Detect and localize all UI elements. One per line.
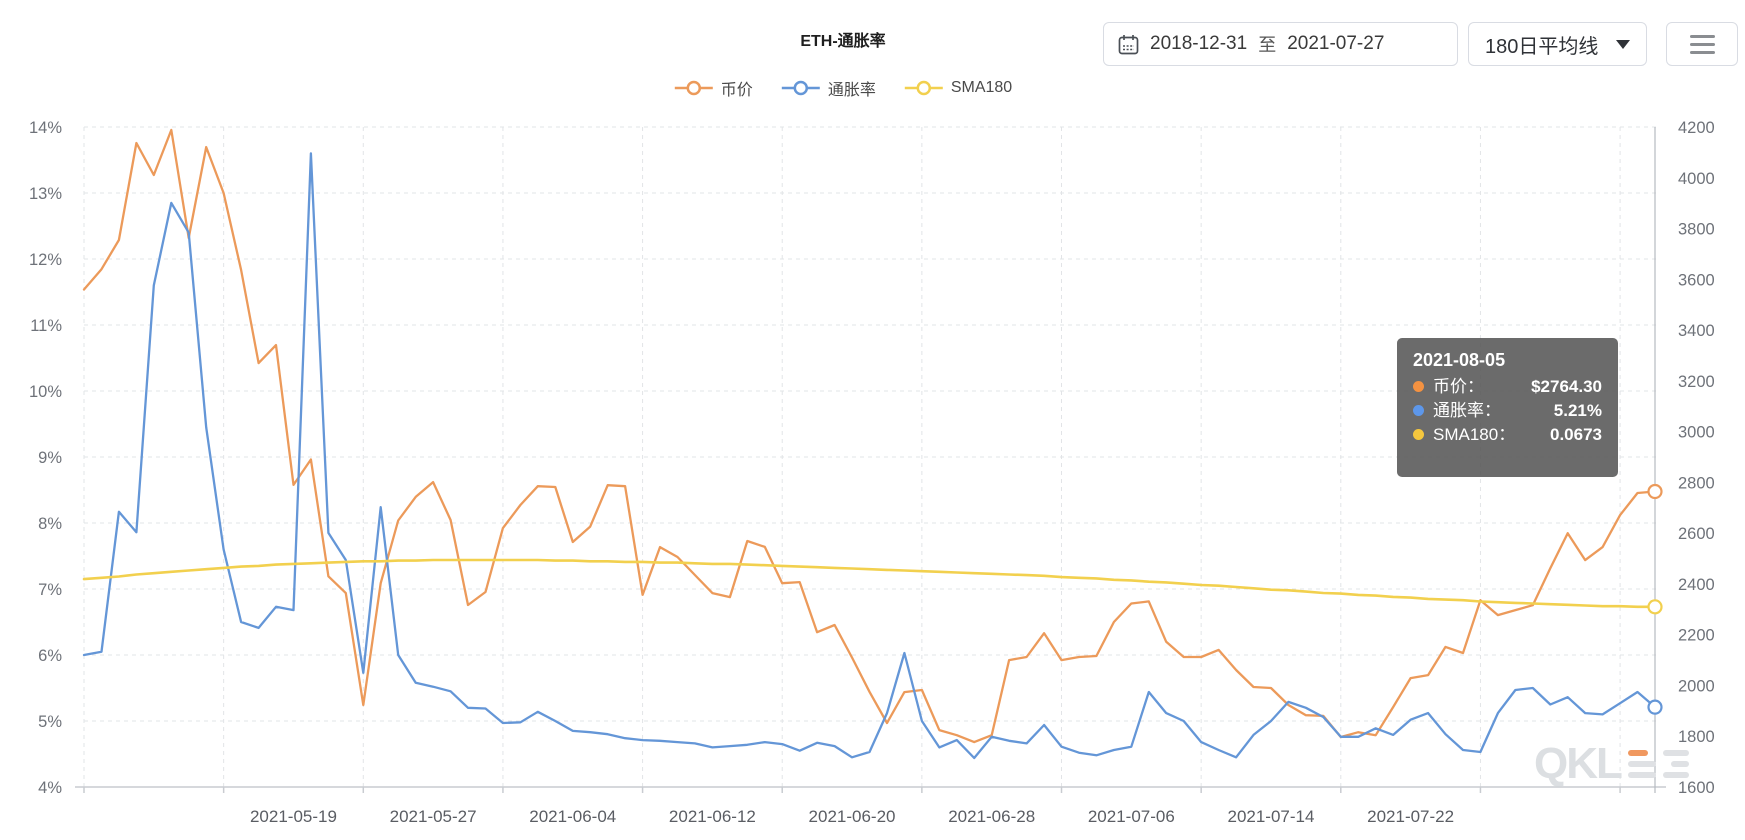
x-axis-label: 2021-07-06 — [1088, 807, 1175, 826]
ma-line-select-value: 180日平均线 — [1485, 35, 1599, 58]
x-axis-label: 2021-06-20 — [809, 807, 896, 826]
legend-item-0[interactable]: 币价 — [674, 76, 753, 100]
legend-label: SMA180 — [950, 79, 1013, 96]
y-axis-left-label: 6% — [38, 647, 62, 665]
y-axis-left-label: 14% — [29, 119, 62, 137]
hamburger-icon — [1689, 34, 1715, 54]
y-axis-right-label: 3200 — [1678, 373, 1715, 391]
y-axis-left-label: 4% — [38, 779, 62, 797]
y-axis-left-label: 11% — [30, 317, 62, 335]
y-axis-right-label: 3400 — [1678, 322, 1715, 340]
hover-marker-0 — [1647, 483, 1663, 500]
x-axis-label: 2021-05-27 — [390, 807, 477, 826]
y-axis-right-label: 1600 — [1678, 779, 1715, 797]
y-axis-left-label: 5% — [38, 713, 62, 731]
x-axis-label: 2021-05-19 — [250, 807, 337, 826]
y-axis-right-label: 1800 — [1678, 728, 1715, 746]
start-date-field[interactable]: 2018-12-31 — [1150, 33, 1248, 54]
ma-line-select[interactable]: 180日平均线 — [1468, 22, 1647, 66]
y-axis-right-label: 4200 — [1678, 119, 1715, 137]
chart-legend: 币价 通胀率 SMA180 — [674, 76, 1012, 100]
y-axis-right-label: 2000 — [1678, 677, 1715, 695]
watermark-text: QKL — [1534, 739, 1623, 788]
qkl123-watermark-logo: QKL — [1534, 742, 1689, 786]
y-axis-left-label: 12% — [29, 251, 62, 269]
y-axis-right-label: 3000 — [1678, 424, 1715, 442]
end-date-field[interactable]: 2021-07-27 — [1287, 33, 1385, 54]
legend-marker-icon — [904, 80, 943, 96]
legend-marker-icon — [674, 80, 713, 96]
series-line-2 — [82, 558, 1657, 609]
series-line-0 — [82, 128, 1657, 744]
x-axis-label: 2021-07-14 — [1227, 807, 1314, 826]
x-axis-label: 2021-06-04 — [529, 807, 616, 826]
y-axis-right-label: 2800 — [1678, 474, 1715, 492]
hover-marker-1 — [1647, 699, 1663, 715]
y-axis-right-label: 2200 — [1678, 627, 1715, 645]
y-axis-left-label: 9% — [38, 449, 62, 467]
date-range-separator: 至 — [1258, 35, 1277, 55]
legend-label: 通胀率 — [827, 82, 876, 99]
series-line-1 — [82, 152, 1657, 760]
x-axis-label: 2021-07-22 — [1367, 807, 1454, 826]
menu-button[interactable] — [1666, 22, 1738, 66]
chevron-down-icon — [1616, 39, 1630, 49]
y-axis-right-label: 3800 — [1678, 221, 1715, 239]
y-axis-left-label: 8% — [38, 515, 62, 533]
watermark-block-1 — [1627, 750, 1656, 778]
legend-item-1[interactable]: 通胀率 — [781, 76, 876, 100]
date-range-picker[interactable]: 2018-12-31 至 2021-07-27 — [1103, 22, 1458, 66]
x-axis-label: 2021-06-28 — [948, 807, 1035, 826]
legend-marker-icon — [781, 80, 820, 96]
watermark-block-2 — [1662, 750, 1689, 778]
calendar-icon — [1118, 34, 1139, 54]
y-axis-left-label: 10% — [29, 383, 62, 401]
legend-label: 币价 — [720, 82, 753, 99]
legend-item-2[interactable]: SMA180 — [904, 79, 1012, 97]
y-axis-right-label: 2400 — [1678, 576, 1715, 594]
hover-marker-2 — [1647, 599, 1663, 615]
page-title: ETH-通胀率 — [800, 33, 886, 50]
y-axis-left-label: 7% — [38, 581, 62, 599]
x-axis-label: 2021-06-12 — [669, 807, 756, 826]
y-axis-right-label: 2600 — [1678, 525, 1715, 543]
y-axis-right-label: 3600 — [1678, 271, 1715, 289]
y-axis-left-label: 13% — [29, 185, 62, 203]
y-axis-right-label: 4000 — [1678, 170, 1715, 188]
